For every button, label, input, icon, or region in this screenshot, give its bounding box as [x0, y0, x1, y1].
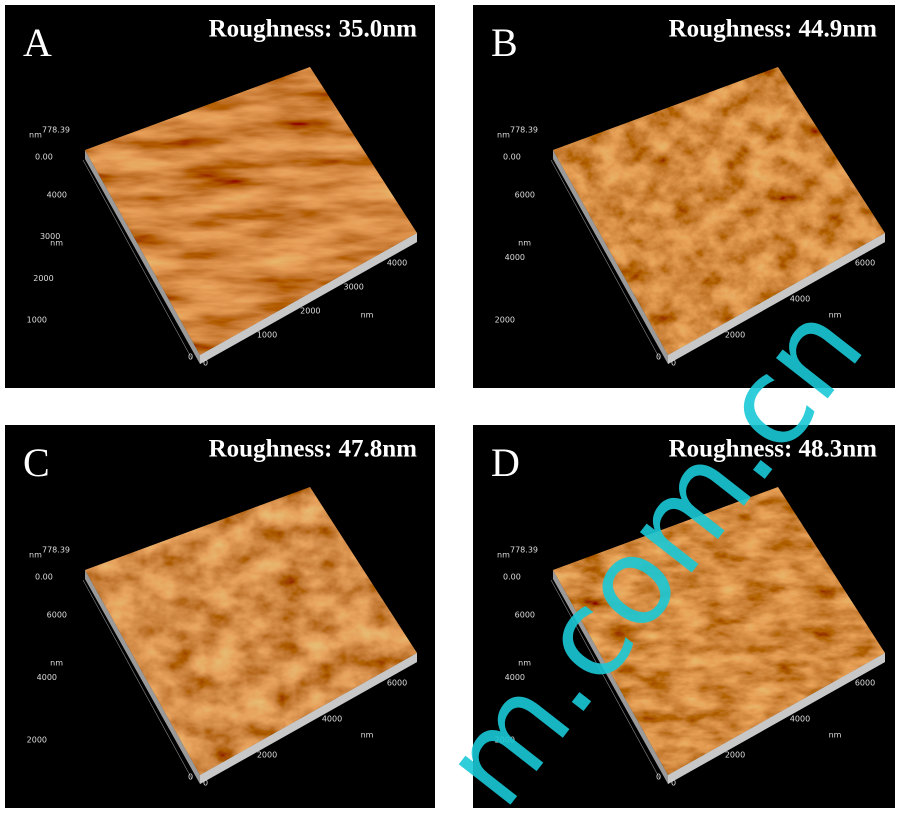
y-tick-label: 2000	[495, 316, 515, 325]
y-tick-label: 1000	[27, 316, 47, 325]
y-unit: nm	[50, 659, 63, 668]
x-tick-label: 4000	[322, 715, 342, 724]
y-tick-label: 4000	[37, 673, 57, 682]
page: {"panels": [ {"label": "A", "title": "Ro…	[0, 0, 897, 810]
y-unit: nm	[50, 239, 63, 248]
z-min: 0.00	[503, 153, 521, 162]
origin-label: 0	[671, 359, 676, 368]
origin-label: 0	[188, 773, 193, 782]
x-tick-label: 6000	[387, 679, 407, 688]
x-unit: nm	[361, 311, 374, 320]
origin-label: 0	[656, 773, 661, 782]
roughness-title: Roughness: 44.9nm	[669, 16, 878, 43]
x-unit: nm	[361, 731, 374, 740]
x-tick-label: 6000	[855, 679, 875, 688]
panel-label: D	[491, 440, 520, 485]
origin-label: 0	[656, 353, 661, 362]
x-tick-label: 2000	[725, 751, 745, 760]
z-max: 778.39	[510, 546, 538, 555]
z-min: 0.00	[35, 153, 53, 162]
z-unit: nm	[29, 551, 42, 560]
y-tick-label: 2000	[33, 274, 53, 283]
y-tick-label: 6000	[515, 191, 535, 200]
origin-label: 0	[188, 353, 193, 362]
figure: ARoughness: 35.0nmnm778.390.004000300020…	[0, 0, 897, 810]
z-max: 778.39	[42, 546, 70, 555]
z-min: 0.00	[35, 573, 53, 582]
x-tick-label: 2000	[257, 751, 277, 760]
panel-label: B	[491, 20, 518, 65]
z-max: 778.39	[42, 126, 70, 135]
roughness-title: Roughness: 47.8nm	[209, 436, 418, 463]
y-tick-label: 6000	[47, 611, 67, 620]
x-tick-label: 1000	[257, 331, 277, 340]
x-tick-label: 4000	[790, 715, 810, 724]
origin-label: 0	[203, 359, 208, 368]
x-tick-label: 4000	[387, 259, 407, 268]
y-unit: nm	[518, 239, 531, 248]
z-unit: nm	[497, 131, 510, 140]
x-tick-label: 2000	[300, 307, 320, 316]
z-unit: nm	[29, 131, 42, 140]
origin-label: 0	[671, 779, 676, 788]
z-max: 778.39	[510, 126, 538, 135]
y-tick-label: 4000	[505, 253, 525, 262]
panel-label: A	[23, 20, 52, 65]
z-min: 0.00	[503, 573, 521, 582]
y-tick-label: 2000	[27, 736, 47, 745]
roughness-title: Roughness: 35.0nm	[209, 16, 418, 43]
origin-label: 0	[203, 779, 208, 788]
y-tick-label: 4000	[47, 191, 67, 200]
x-unit: nm	[829, 731, 842, 740]
panel-label: C	[23, 440, 50, 485]
z-unit: nm	[497, 551, 510, 560]
x-tick-label: 6000	[855, 259, 875, 268]
x-tick-label: 3000	[343, 283, 363, 292]
